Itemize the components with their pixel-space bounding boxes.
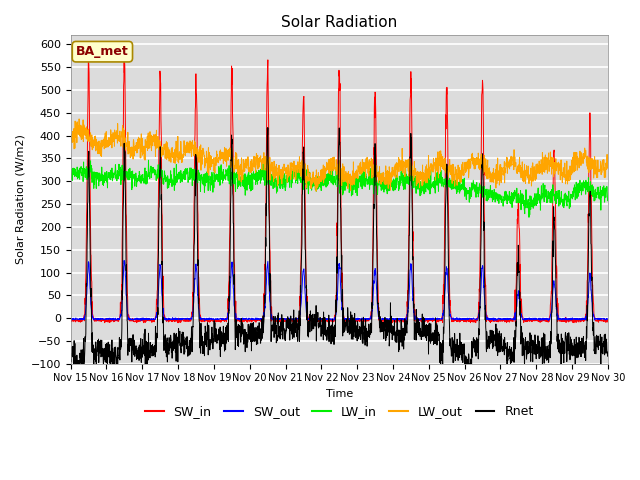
SW_out — [490, 318, 497, 324]
LW_out — [355, 166, 363, 172]
Line: SW_out: SW_out — [70, 261, 607, 321]
LW_out — [67, 133, 74, 139]
SW_out — [367, 316, 374, 322]
LW_in — [67, 178, 74, 183]
Line: SW_in: SW_in — [70, 56, 607, 323]
SW_out — [217, 316, 225, 322]
SW_out — [495, 316, 503, 322]
Rnet — [557, 349, 564, 355]
SW_out — [67, 316, 74, 322]
LW_in — [355, 185, 362, 191]
SW_in — [572, 319, 579, 325]
SW_out — [120, 258, 128, 264]
Line: LW_in: LW_in — [70, 160, 607, 217]
LW_in — [217, 164, 225, 170]
SW_out — [604, 316, 611, 322]
SW_out — [355, 315, 362, 321]
SW_in — [604, 319, 611, 325]
SW_in — [101, 320, 109, 325]
Rnet — [572, 347, 579, 352]
X-axis label: Time: Time — [326, 389, 353, 399]
Text: BA_met: BA_met — [76, 45, 129, 58]
SW_in — [120, 53, 128, 59]
LW_out — [557, 165, 564, 170]
LW_out — [367, 163, 374, 169]
SW_in — [557, 318, 564, 324]
Legend: SW_in, SW_out, LW_in, LW_out, Rnet: SW_in, SW_out, LW_in, LW_out, Rnet — [140, 400, 539, 423]
Rnet — [79, 378, 87, 384]
LW_in — [495, 192, 503, 198]
Rnet — [367, 331, 374, 337]
SW_in — [367, 313, 374, 319]
LW_out — [495, 182, 503, 188]
Rnet — [217, 329, 225, 335]
LW_out — [604, 165, 611, 171]
LW_out — [312, 188, 320, 194]
SW_in — [67, 317, 74, 323]
LW_in — [145, 157, 152, 163]
Line: LW_out: LW_out — [70, 119, 607, 191]
LW_in — [572, 185, 579, 191]
Y-axis label: Solar Radiation (W/m2): Solar Radiation (W/m2) — [15, 134, 25, 264]
SW_in — [217, 317, 225, 323]
SW_in — [495, 317, 503, 323]
Rnet — [495, 328, 503, 334]
SW_out — [557, 316, 564, 322]
Rnet — [67, 360, 74, 365]
LW_in — [604, 198, 611, 204]
LW_out — [76, 116, 83, 122]
SW_in — [355, 318, 363, 324]
LW_in — [557, 197, 564, 203]
Rnet — [355, 327, 363, 333]
LW_out — [572, 156, 579, 162]
LW_in — [367, 178, 374, 184]
Line: Rnet: Rnet — [70, 128, 607, 381]
Title: Solar Radiation: Solar Radiation — [281, 15, 397, 30]
LW_in — [525, 215, 533, 220]
Rnet — [604, 353, 611, 359]
SW_out — [572, 316, 579, 322]
LW_out — [217, 154, 225, 159]
Rnet — [264, 125, 272, 131]
